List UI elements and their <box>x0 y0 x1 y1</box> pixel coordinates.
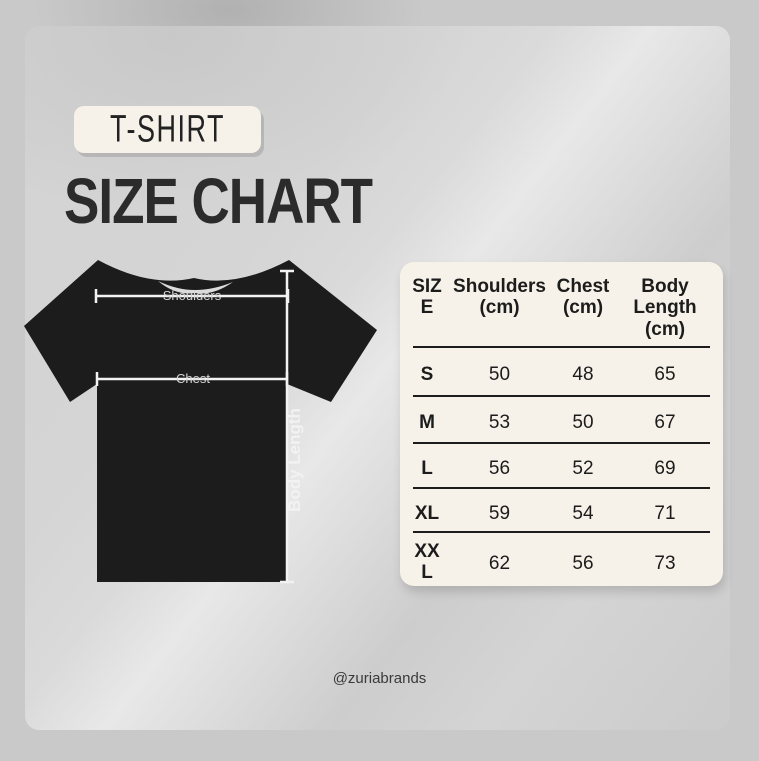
svg-text:Body Length: Body Length <box>285 408 304 512</box>
svg-text:Chest: Chest <box>176 371 210 386</box>
svg-text:Shoulders: Shoulders <box>163 288 222 303</box>
